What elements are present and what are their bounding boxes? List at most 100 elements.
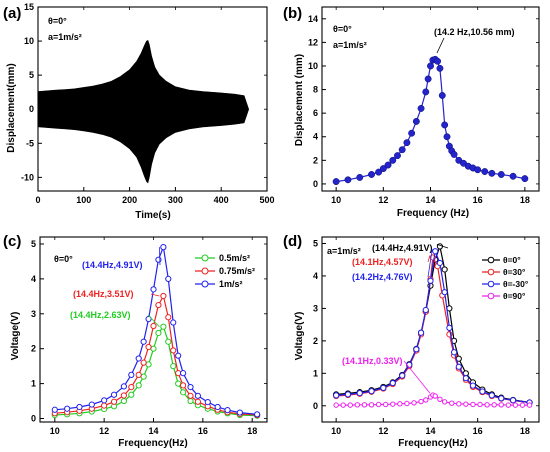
panel-a-ylabel: Displacement(mm) <box>6 63 17 152</box>
a-xtick-label: 0 <box>35 195 40 205</box>
d-series-2-point <box>455 363 462 370</box>
d-series-3-point <box>491 402 497 408</box>
d-series-3-point <box>470 401 476 408</box>
panel-a-cond-2: a=1m/s² <box>48 32 82 42</box>
d-series-2-point <box>436 259 444 267</box>
d-series-3-point <box>354 402 361 408</box>
c-series-0-point <box>180 389 187 396</box>
d-xtick-label: 18 <box>520 426 530 436</box>
b-point <box>450 150 458 158</box>
c-ytick-label: 1 <box>31 379 36 389</box>
c-series-0-point <box>155 329 162 337</box>
c-series-2-point <box>88 401 95 408</box>
plot-c: 10 12 14 16 180123450.5m/s²0.75m/s²1m/s²(14.… <box>31 236 268 436</box>
a-xtick-label: 500 <box>259 195 274 205</box>
panel-b: (b) θ=0° a=1m/s² (14.2 Hz,10.56 mm) Disp… <box>283 5 540 219</box>
b-point <box>422 88 430 96</box>
d-legend-label: θ=30° <box>503 267 526 277</box>
d-series-3-point <box>456 401 462 407</box>
panel-b-ylabel: Displacement (mm) <box>294 54 305 146</box>
c-series-1-point <box>140 359 147 366</box>
b-ytick-label: 8 <box>313 85 318 95</box>
b-point <box>474 166 482 174</box>
c-series-0-point <box>120 397 127 405</box>
d-series-2-point <box>368 388 375 395</box>
a-ytick-label: 15 <box>24 2 34 12</box>
d-legend-marker <box>487 292 495 300</box>
b-point <box>403 139 411 147</box>
d-series-3-point <box>449 400 455 406</box>
plot-b: 10 12 14 16 18 0 2 4 6 8 10 12 14 <box>308 6 540 205</box>
b-ytick-label: 6 <box>313 108 318 118</box>
c-legend-label: 0.5m/s² <box>219 253 250 263</box>
c-peak-arrow <box>147 314 160 327</box>
panel-b-annotation-arrow <box>436 37 445 54</box>
d-series-3-point <box>397 401 403 407</box>
b-point <box>488 169 496 177</box>
c-series-1-point <box>160 292 167 300</box>
d-series-2-point <box>344 391 352 398</box>
b-ytick-label: 12 <box>308 37 318 47</box>
d-xtick-label: 14 <box>425 426 435 436</box>
b-point <box>438 92 446 99</box>
d-series-2-point <box>389 379 396 387</box>
c-series-0-point <box>175 380 182 387</box>
c-xtick-label: 14 <box>148 426 158 436</box>
c-peak-label: (14.4Hz,2.63V) <box>70 310 131 320</box>
d-peak-label: (14.1Hz,0.33V) <box>342 356 403 366</box>
b-point <box>417 104 425 112</box>
b-point <box>344 176 352 184</box>
d-series-3-point <box>505 402 512 408</box>
b-point <box>497 171 505 178</box>
panel-c-xlabel: Frequency(Hz) <box>118 438 187 449</box>
c-series-2-point <box>204 399 211 406</box>
d-series-3-point <box>418 398 424 405</box>
c-series-2-point <box>224 407 231 414</box>
panel-c: (c) θ=0° Voltage(V) Frequency(Hz) 10 12 14… <box>3 233 268 449</box>
b-point <box>356 173 364 181</box>
c-series-2-point <box>160 244 167 251</box>
d-peak-label: (14.1Hz,4.57V) <box>352 257 413 267</box>
panel-a: (a) θ=0° a=1m/s² Displacement(mm) Time(s… <box>3 2 275 221</box>
d-ytick-label: 2 <box>313 336 318 346</box>
d-series-3-point <box>477 401 483 408</box>
c-series-2-point <box>150 286 157 293</box>
c-series-0-point <box>160 323 167 330</box>
c-plot-frame <box>39 236 268 423</box>
c-series-2-point <box>175 352 182 359</box>
b-point <box>427 62 434 70</box>
a-xtick-label: 100 <box>76 195 91 205</box>
d-series-2-point <box>488 392 495 399</box>
b-xtick-label: 10 <box>331 195 341 205</box>
b-point <box>424 75 432 83</box>
d-legend-marker <box>487 268 495 276</box>
b-point <box>384 161 392 169</box>
d-series-3-point <box>526 402 533 408</box>
c-legend-marker <box>201 267 209 275</box>
c-xtick-label: 16 <box>198 426 208 436</box>
plot-d: 10 12 14 16 18012345θ=0°θ=30°θ=-30°θ=90°(14.… <box>313 236 540 436</box>
b-point <box>408 129 416 137</box>
c-series-1-point <box>175 370 182 377</box>
a-xtick-label: 200 <box>122 195 137 205</box>
d-series-2-point <box>446 324 453 331</box>
d-series-2-point <box>498 395 505 402</box>
d-series-2-point <box>462 375 469 382</box>
d-peak-label: (14.4Hz,4.91V) <box>372 243 433 253</box>
c-series-1-point <box>128 383 135 391</box>
c-series-0-point <box>128 391 135 398</box>
panel-b-annotation: (14.2 Hz,10.56 mm) <box>434 27 515 37</box>
d-series-2-point <box>432 248 439 255</box>
b-point <box>389 156 397 164</box>
b-ytick-label: 14 <box>308 14 318 24</box>
c-series-1-point <box>120 392 127 399</box>
c-series-2-point <box>76 403 83 411</box>
panel-a-cond-1: θ=0° <box>48 16 67 26</box>
d-series-0-line <box>336 244 530 404</box>
c-series-1-point <box>165 314 172 321</box>
d-series-2-point <box>417 329 425 336</box>
c-series-1-point <box>150 322 157 330</box>
plot-a: 0 100 200 300 400 500 -10 -5 0 5 10 15 <box>21 2 275 205</box>
panel-b-cond-1: θ=0° <box>333 24 352 34</box>
d-xtick-label: 12 <box>378 426 388 436</box>
